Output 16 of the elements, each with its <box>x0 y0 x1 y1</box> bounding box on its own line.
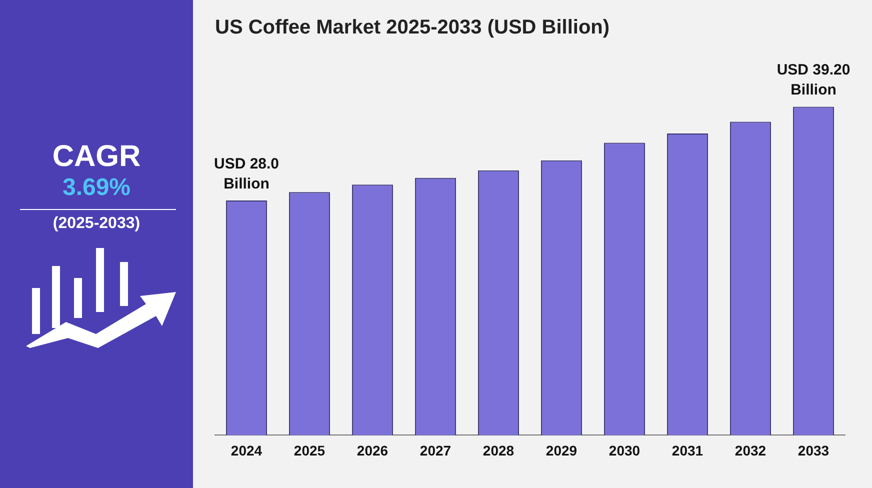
x-tick-label: 2032 <box>734 442 766 458</box>
x-tick-label: 2026 <box>356 442 388 458</box>
x-tick-label: 2028 <box>482 442 514 458</box>
x-tick-label: 2033 <box>798 442 830 458</box>
text: CAGR <box>51 140 142 174</box>
text: (2025-2033) <box>52 215 142 233</box>
x-tick-label: 2025 <box>294 442 326 458</box>
data-label: USD 28.0 Billion <box>214 156 280 193</box>
x-tick-label: 2027 <box>420 442 452 458</box>
x-tick-label: 2030 <box>608 442 640 458</box>
chart-title: US Coffee Market 2025-2033 (USD Billion) <box>215 16 610 39</box>
text: 3.69% <box>61 174 132 202</box>
x-tick-label: 2031 <box>672 442 704 458</box>
data-label: USD 39.20 Billion <box>776 62 850 99</box>
x-tick-label: 2029 <box>546 442 578 458</box>
x-tick-label: 2024 <box>230 442 262 458</box>
